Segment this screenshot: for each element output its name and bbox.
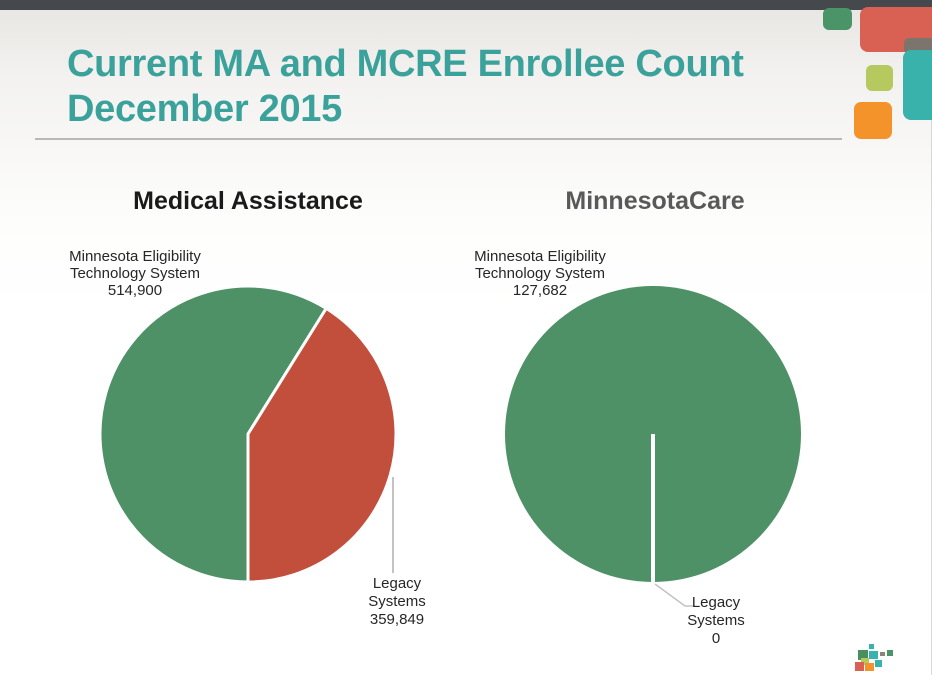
data-label-mets-minnesotacare: Minnesota Eligibility Technology System … [465, 248, 615, 299]
pie-chart-minnesotacare [505, 286, 801, 582]
logo-square [858, 650, 868, 660]
label-line: Minnesota Eligibility [69, 248, 201, 265]
logo-square [855, 662, 864, 671]
page-title: Current MA and MCRE Enrollee Count Decem… [67, 42, 867, 132]
label-line: Minnesota Eligibility [474, 248, 606, 265]
label-value: 359,849 [369, 611, 425, 628]
page-title-line-2: December 2015 [67, 88, 342, 130]
label-line: Systems [368, 593, 426, 610]
label-line: Systems [687, 612, 745, 629]
logo-square [869, 644, 874, 649]
label-line: Legacy [691, 594, 741, 611]
label-line: Technology System [69, 265, 201, 282]
decor-orange-square-icon [854, 102, 892, 139]
leader-line-legacy-medical-assistance [392, 477, 394, 573]
logo-square [869, 651, 878, 659]
decor-teal-rect-icon [903, 50, 932, 120]
label-line: Technology System [474, 265, 606, 282]
logo-square [887, 650, 893, 656]
logo-square [880, 652, 885, 656]
logo-square [861, 658, 869, 665]
dhs-pixel-logo [853, 642, 895, 674]
page-title-line-1: Current MA and MCRE Enrollee Count [67, 43, 744, 85]
top-bar [0, 0, 932, 10]
label-value: 0 [711, 630, 721, 647]
title-divider [35, 138, 842, 140]
chart-title-medical-assistance: Medical Assistance [133, 187, 363, 215]
decor-olive-square-icon [866, 65, 893, 91]
label-line: Legacy [372, 575, 422, 592]
label-value: 514,900 [107, 282, 163, 299]
pie-chart-medical-assistance [98, 284, 398, 584]
chart-title-minnesotacare: MinnesotaCare [565, 187, 745, 215]
leader-line-legacy-minnesotacare [654, 583, 695, 607]
decor-green-square-icon [823, 8, 852, 30]
logo-square [875, 660, 882, 667]
data-label-legacy-medical-assistance: Legacy Systems 359,849 [357, 575, 437, 629]
logo-square [865, 663, 874, 671]
data-label-mets-medical-assistance: Minnesota Eligibility Technology System … [60, 248, 210, 299]
label-value: 127,682 [512, 282, 568, 299]
data-label-legacy-minnesotacare: Legacy Systems 0 [676, 594, 756, 648]
